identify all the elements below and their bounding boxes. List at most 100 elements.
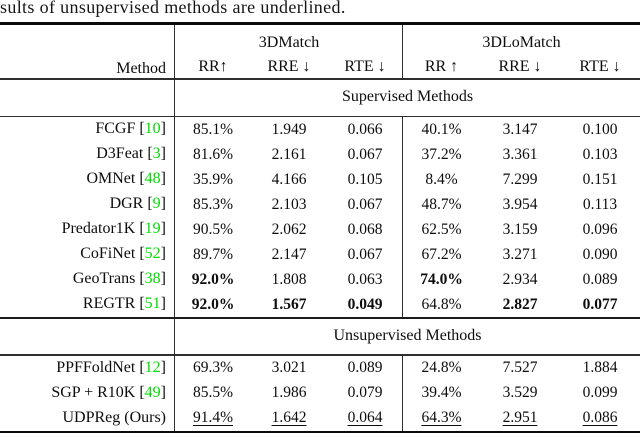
value-cell: 0.077: [582, 295, 618, 313]
value-cell: 64.3%: [421, 409, 462, 427]
column-header: RRE ↓: [498, 57, 542, 75]
value-cell: 91.4%: [192, 409, 234, 427]
value-cell: 0.049: [347, 295, 383, 313]
value-cell: 0.064: [347, 409, 383, 427]
value-cell: 1.949: [271, 120, 307, 138]
value-cell: 3.147: [502, 120, 538, 138]
column-header: RRE ↓: [267, 57, 311, 75]
value-cell: 2.934: [502, 270, 538, 288]
value-cell: 85.1%: [192, 120, 234, 138]
table-vertical-rule: [402, 117, 404, 317]
header-rule: [0, 78, 640, 80]
method-cell: PPFFoldNet [12]: [56, 358, 166, 376]
value-cell: 0.096: [582, 220, 618, 238]
column-header-row: Method RR↑ RRE ↓ RTE ↓ RR ↑ RRE ↓ RTE ↓: [0, 55, 640, 78]
table-row: D3Feat [3] 81.6% 2.161 0.067 37.2% 3.361 0.103: [0, 142, 640, 167]
value-cell: 0.067: [347, 195, 383, 213]
results-table: 3DMatch 3DLoMatch Method RR↑ RRE ↓ RTE ↓ RR …: [0, 22, 640, 433]
value-cell: 2.161: [271, 145, 307, 163]
citation-number: 10: [144, 120, 161, 138]
table-vertical-rule: [174, 24, 176, 431]
column-header: RR↑: [198, 57, 228, 75]
value-cell: 2.062: [271, 220, 307, 238]
table-row: FCGF [10] 85.1% 1.949 0.066 40.1% 3.147 0.100: [0, 117, 640, 142]
value-cell: 48.7%: [421, 195, 462, 213]
section-rule: [0, 354, 640, 356]
method-column-header: Method: [116, 59, 166, 77]
value-cell: 3.529: [502, 384, 538, 402]
value-cell: 37.2%: [421, 145, 462, 163]
citation-number: 3: [152, 145, 161, 163]
citation-number: 49: [144, 383, 161, 401]
method-cell: SGP + R10K [49]: [51, 383, 166, 401]
method-cell: GeoTrans [38]: [72, 270, 166, 288]
column-header: RTE ↓: [579, 57, 621, 75]
citation-number: 12: [144, 358, 161, 376]
value-cell: 0.079: [347, 384, 383, 402]
value-cell: 85.3%: [192, 195, 234, 213]
table-row: UDPReg (Ours) 91.4% 1.642 0.064 64.3% 2.951 0.…: [0, 406, 640, 431]
value-cell: 89.7%: [192, 245, 234, 263]
value-cell: 85.5%: [192, 384, 234, 402]
value-cell: 2.827: [502, 295, 538, 313]
table-row: GeoTrans [38] 92.0% 1.808 0.063 74.0% 2.934 0.…: [0, 267, 640, 292]
unsupervised-rows: PPFFoldNet [12] 69.3% 3.021 0.089 24.8% 7.527…: [0, 356, 640, 431]
value-cell: 39.4%: [421, 384, 462, 402]
table-row: REGTR [51] 92.0% 1.567 0.049 64.8% 2.827 0.077: [0, 292, 640, 317]
value-cell: 2.147: [271, 245, 307, 263]
table-vertical-rule: [402, 355, 404, 431]
method-cell: UDPReg (Ours): [62, 408, 166, 426]
value-cell: 62.5%: [421, 220, 462, 238]
value-cell: 2.951: [502, 409, 538, 427]
value-cell: 0.089: [582, 270, 618, 288]
section-title: Supervised Methods: [341, 88, 474, 106]
value-cell: 0.103: [582, 145, 618, 163]
table-row: Predator1K [19] 90.5% 2.062 0.068 62.5% 3.159…: [0, 217, 640, 242]
citation-number: 19: [144, 220, 161, 238]
value-cell: 40.1%: [421, 120, 462, 138]
caption-text: sults of unsupervised methods are underl…: [0, 0, 346, 17]
table-row: DGR [9] 85.3% 2.103 0.067 48.7% 3.954 0.113: [0, 192, 640, 217]
value-cell: 0.063: [347, 270, 383, 288]
method-cell: FCGF [10]: [95, 120, 166, 138]
method-cell: REGTR [51]: [82, 295, 166, 313]
value-cell: 0.089: [347, 359, 383, 377]
citation-number: 48: [144, 170, 161, 188]
method-cell: Predator1K [19]: [61, 220, 166, 238]
group-header-3dmatch: 3DMatch: [258, 33, 320, 51]
value-cell: 7.527: [502, 359, 538, 377]
bottom-rule: [0, 430, 640, 433]
value-cell: 0.067: [347, 245, 383, 263]
value-cell: 4.166: [271, 170, 307, 188]
table-row: CoFiNet [52] 89.7% 2.147 0.067 67.2% 3.271 0.0…: [0, 242, 640, 267]
group-header-row: 3DMatch 3DLoMatch: [0, 25, 640, 56]
value-cell: 0.067: [347, 145, 383, 163]
value-cell: 0.066: [347, 120, 383, 138]
value-cell: 0.113: [582, 195, 618, 213]
top-rule: [0, 22, 640, 25]
value-cell: 69.3%: [192, 359, 234, 377]
value-cell: 24.8%: [421, 359, 462, 377]
method-cell: D3Feat [3]: [96, 145, 166, 163]
value-cell: 64.8%: [421, 295, 462, 313]
supervised-rows: FCGF [10] 85.1% 1.949 0.066 40.1% 3.147 0.100 D…: [0, 117, 640, 317]
value-cell: 1.884: [582, 359, 618, 377]
section-header-supervised: Supervised Methods: [0, 80, 640, 116]
column-header: RTE ↓: [344, 57, 386, 75]
method-cell: CoFiNet [52]: [80, 245, 166, 263]
value-cell: 0.100: [582, 120, 618, 138]
citation-number: 38: [144, 270, 161, 288]
value-cell: 8.4%: [425, 170, 458, 188]
value-cell: 3.021: [271, 359, 307, 377]
value-cell: 2.103: [271, 195, 307, 213]
table-row: SGP + R10K [49] 85.5% 1.986 0.079 39.4% 3.529…: [0, 381, 640, 406]
value-cell: 0.105: [347, 170, 383, 188]
group-header-3dlomatch: 3DLoMatch: [482, 33, 561, 51]
value-cell: 0.151: [582, 170, 618, 188]
section-title: Unsupervised Methods: [333, 327, 482, 345]
citation-number: 51: [144, 295, 161, 313]
value-cell: 74.0%: [420, 270, 463, 288]
value-cell: 0.068: [347, 220, 383, 238]
section-header-unsupervised: Unsupervised Methods: [0, 319, 640, 354]
column-header: RR ↑: [424, 57, 459, 75]
